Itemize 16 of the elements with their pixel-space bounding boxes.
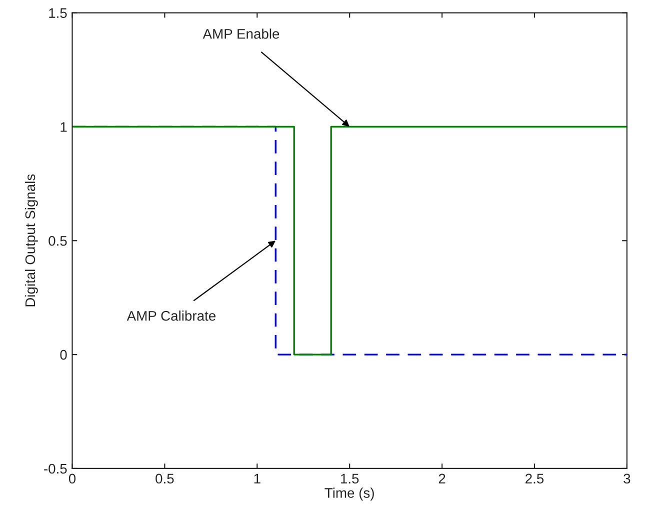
y-axis-title: Digital Output Signals [24, 174, 38, 306]
x-tick-label: 2 [438, 474, 446, 484]
x-tick-label: 0.5 [156, 474, 174, 484]
x-tick-label: 0 [68, 474, 76, 484]
annotation: AMP Calibrate [126, 310, 216, 321]
x-tick-label: 2.5 [526, 474, 544, 484]
annotation: AMP Enable [202, 28, 280, 39]
x-tick-label: 3 [624, 474, 630, 484]
x-axis-title: Time (s) [324, 488, 374, 501]
y-tick-label: 1.5 [49, 8, 67, 18]
y-tick-label: 0 [60, 350, 67, 360]
x-tick-label: 1.5 [340, 474, 359, 484]
y-tick-label: 0.5 [48, 236, 67, 246]
y-tick-label: 1 [60, 122, 67, 132]
x-tick-label: 1 [254, 474, 260, 484]
y-tick-label: -0.5 [44, 464, 67, 474]
